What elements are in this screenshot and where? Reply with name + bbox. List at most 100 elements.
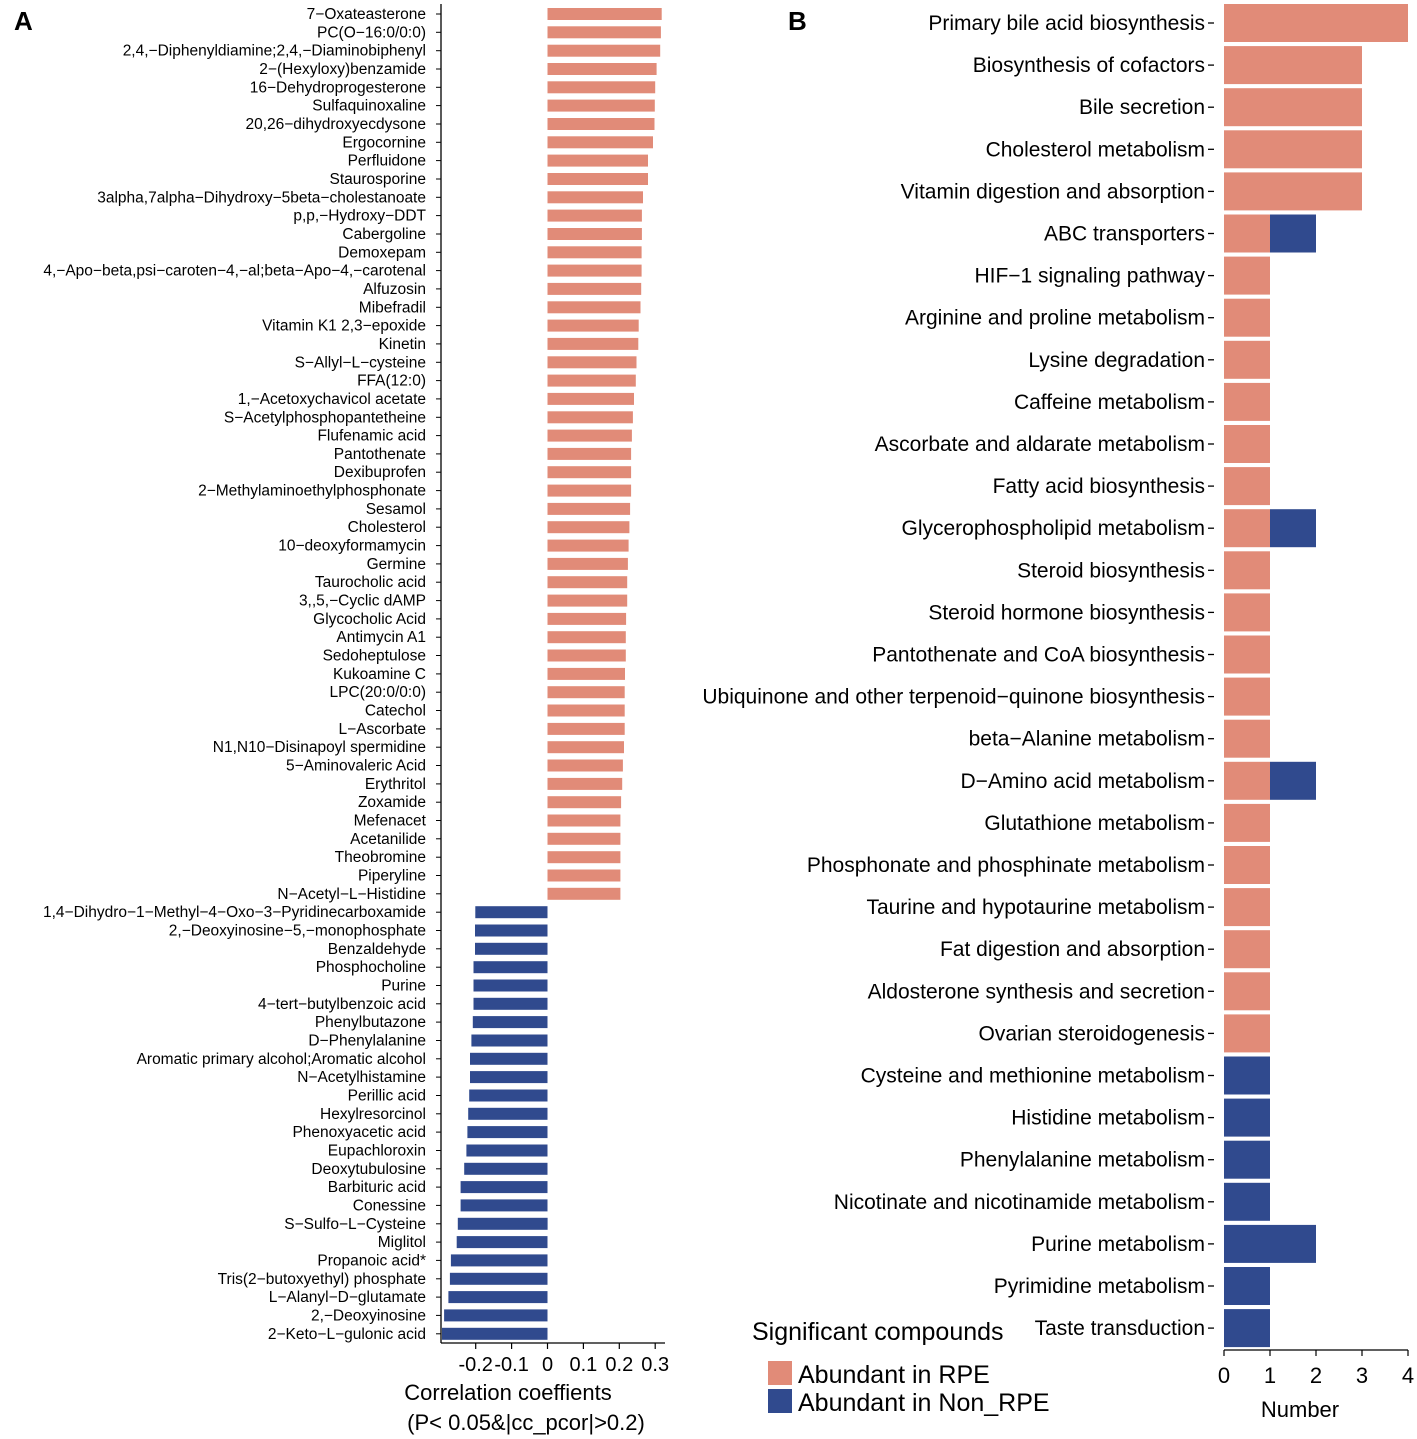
category-label-4-tert-butylbenzoic-acid: 4−tert−butylbenzoic acid bbox=[258, 996, 426, 1013]
bar-l-alanyl-d-glutamate bbox=[448, 1291, 548, 1304]
bar-rpe-steroid-hormone-biosynthesis bbox=[1224, 593, 1270, 632]
bar-dexibuprofen bbox=[547, 466, 632, 479]
category-label-s-acetylphosphopantetheine: S−Acetylphosphopantetheine bbox=[224, 409, 426, 426]
category-label-catechol: Catechol bbox=[365, 703, 426, 720]
bar-2-hexyloxy-benzamide bbox=[547, 63, 657, 75]
bar-2-keto-l-gulonic-acid bbox=[442, 1327, 548, 1340]
bar-purine bbox=[473, 979, 548, 992]
panel-b-label: B bbox=[788, 6, 807, 36]
category-label-phenylalanine-metabolism: Phenylalanine metabolism bbox=[960, 1149, 1205, 1172]
bar-10-deoxyformamycin bbox=[547, 539, 629, 552]
bar-rpe-caffeine-metabolism bbox=[1224, 382, 1270, 421]
category-label-2-4-diphenyldiamine-2-4-diaminobiphenyl: 2,4,−Diphenyldiamine;2,4,−Diaminobipheny… bbox=[123, 43, 426, 60]
x-tick-label: 0.1 bbox=[569, 1354, 597, 1376]
category-label-beta-alanine-metabolism: beta−Alanine metabolism bbox=[969, 728, 1205, 751]
category-label-phenylbutazone: Phenylbutazone bbox=[315, 1014, 426, 1031]
bar-lpc-20-0-0-0 bbox=[547, 686, 625, 699]
bar-non-rpe-taste-transduction bbox=[1224, 1309, 1270, 1348]
category-label-histidine-metabolism: Histidine metabolism bbox=[1011, 1107, 1205, 1130]
category-label-germine: Germine bbox=[367, 556, 426, 573]
x-tick-label: 2 bbox=[1310, 1363, 1322, 1388]
category-label-16-dehydroprogesterone: 16−Dehydroprogesterone bbox=[250, 79, 426, 96]
bar-theobromine bbox=[547, 851, 621, 864]
x-tick-label: 3 bbox=[1356, 1363, 1368, 1388]
category-label-dexibuprofen: Dexibuprofen bbox=[334, 464, 426, 481]
category-label-3alpha-7alpha-dihydroxy-5beta-cholestano: 3alpha,7alpha−Dihydroxy−5beta−cholestano… bbox=[97, 189, 426, 206]
category-label-3-5-cyclic-damp: 3,,5,−Cyclic dAMP bbox=[299, 593, 426, 610]
category-label-n1-n10-disinapoyl-spermidine: N1,N10−Disinapoyl spermidine bbox=[213, 739, 426, 756]
category-label-sedoheptulose: Sedoheptulose bbox=[323, 648, 426, 665]
category-label-kukoamine-c: Kukoamine C bbox=[333, 666, 426, 683]
category-label-staurosporine: Staurosporine bbox=[329, 171, 426, 188]
category-label-purine: Purine bbox=[381, 978, 426, 995]
category-label-hexylresorcinol: Hexylresorcinol bbox=[320, 1106, 426, 1123]
bar-sulfaquinoxaline bbox=[547, 99, 655, 112]
bar-rpe-biosynthesis-of-cofactors bbox=[1224, 46, 1362, 85]
bar-zoxamide bbox=[547, 796, 622, 809]
category-label-erythritol: Erythritol bbox=[365, 776, 426, 793]
legend-item-rpe: Abundant in RPE bbox=[798, 1361, 990, 1389]
category-label-steroid-hormone-biosynthesis: Steroid hormone biosynthesis bbox=[928, 601, 1205, 624]
bar-1-acetoxychavicol-acetate bbox=[547, 392, 634, 405]
category-label-4-apo-beta-psi-caroten-4-al-beta-apo-4-c: 4,−Apo−beta,psi−caroten−4,−al;beta−Apo−4… bbox=[43, 263, 426, 280]
category-label-2-deoxyinosine-5-monophosphate: 2,−Deoxyinosine−5,−monophosphate bbox=[169, 923, 426, 940]
category-label-1-acetoxychavicol-acetate: 1,−Acetoxychavicol acetate bbox=[238, 391, 426, 408]
bar-rpe-taurine-and-hypotaurine-metabolism bbox=[1224, 888, 1270, 927]
bar-non-rpe-pyrimidine-metabolism bbox=[1224, 1267, 1270, 1305]
bar-rpe-vitamin-digestion-and-absorption bbox=[1224, 172, 1362, 211]
bar-cholesterol bbox=[547, 521, 630, 534]
category-label-nicotinate-and-nicotinamide-metabolism: Nicotinate and nicotinamide metabolism bbox=[834, 1191, 1205, 1214]
category-label-vitamin-digestion-and-absorption: Vitamin digestion and absorption bbox=[901, 180, 1205, 203]
category-label-tris-2-butoxyethyl-phosphate: Tris(2−butoxyethyl) phosphate bbox=[218, 1271, 426, 1288]
category-label-5-aminovaleric-acid: 5−Aminovaleric Acid bbox=[286, 758, 426, 775]
bar-rpe-glycerophospholipid-metabolism bbox=[1224, 509, 1270, 548]
x-tick-label: -0.1 bbox=[494, 1354, 528, 1376]
bar-eupachloroxin bbox=[466, 1144, 548, 1157]
category-label-lpc-20-0-0-0: LPC(20:0/0:0) bbox=[330, 684, 427, 701]
legend-swatch-non-rpe bbox=[768, 1389, 792, 1413]
legend-swatch-rpe bbox=[768, 1361, 792, 1385]
bar-demoxepam bbox=[547, 246, 642, 259]
category-label-glycocholic-acid: Glycocholic Acid bbox=[313, 611, 426, 628]
category-label-2-deoxyinosine: 2,−Deoxyinosine bbox=[311, 1307, 426, 1324]
bar-hexylresorcinol bbox=[468, 1107, 548, 1120]
category-label-10-deoxyformamycin: 10−deoxyformamycin bbox=[278, 538, 426, 555]
panel-a-label: A bbox=[14, 6, 33, 36]
category-label-n-acetylhistamine: N−Acetylhistamine bbox=[297, 1069, 426, 1086]
category-label-aldosterone-synthesis-and-secretion: Aldosterone synthesis and secretion bbox=[868, 980, 1205, 1003]
bar-5-aminovaleric-acid bbox=[547, 759, 623, 772]
bar-4-apo-beta-psi-caroten-4-al-beta-apo-4-c bbox=[547, 264, 642, 277]
panel-b-bars bbox=[1224, 4, 1408, 1348]
bar-rpe-pantothenate-and-coa-biosynthesis bbox=[1224, 635, 1270, 674]
bar-acetanilide bbox=[547, 832, 621, 845]
bar-glycocholic-acid bbox=[547, 612, 627, 625]
bar-rpe-fat-digestion-and-absorption bbox=[1224, 930, 1270, 969]
bar-4-tert-butylbenzoic-acid bbox=[473, 997, 548, 1010]
x-tick-label: 0.3 bbox=[641, 1354, 669, 1376]
legend-item-non-rpe: Abundant in Non_RPE bbox=[798, 1389, 1050, 1417]
category-label-vitamin-k1-2-3-epoxide: Vitamin K1 2,3−epoxide bbox=[262, 318, 426, 335]
category-label-glutathione-metabolism: Glutathione metabolism bbox=[984, 812, 1205, 835]
panel-a-xlabel: Correlation coeffients bbox=[404, 1380, 612, 1405]
x-tick-label: 0 bbox=[542, 1354, 553, 1376]
bar-perillic-acid bbox=[469, 1089, 548, 1102]
bar-s-acetylphosphopantetheine bbox=[547, 411, 633, 424]
category-label-eupachloroxin: Eupachloroxin bbox=[328, 1143, 426, 1160]
category-label-2-keto-l-gulonic-acid: 2−Keto−L−gulonic acid bbox=[268, 1326, 426, 1343]
bar-phosphocholine bbox=[473, 961, 548, 974]
bar-rpe-abc-transporters bbox=[1224, 214, 1270, 253]
x-tick-label: 0 bbox=[1218, 1363, 1230, 1388]
bar-rpe-aldosterone-synthesis-and-secretion bbox=[1224, 972, 1270, 1011]
bar-rpe-ascorbate-and-aldarate-metabolism bbox=[1224, 425, 1270, 463]
bar-2-4-diphenyldiamine-2-4-diaminobiphenyl bbox=[547, 44, 661, 57]
bar-kinetin bbox=[547, 337, 639, 350]
category-label-primary-bile-acid-biosynthesis: Primary bile acid biosynthesis bbox=[928, 12, 1205, 35]
x-tick-label: 0.2 bbox=[605, 1354, 633, 1376]
bar-rpe-ubiquinone-and-other-terpenoid-quinone-b bbox=[1224, 677, 1270, 716]
category-label-aromatic-primary-alcohol-aromatic-alcoho: Aromatic primary alcohol;Aromatic alcoho… bbox=[137, 1051, 426, 1068]
bar-non-rpe-nicotinate-and-nicotinamide-metabolism bbox=[1224, 1182, 1270, 1221]
category-label-l-ascorbate: L−Ascorbate bbox=[339, 721, 426, 738]
bar-20-26-dihydroxyecdysone bbox=[547, 118, 655, 130]
bar-alfuzosin bbox=[547, 282, 642, 295]
bar-ffa-12-0 bbox=[547, 374, 636, 387]
